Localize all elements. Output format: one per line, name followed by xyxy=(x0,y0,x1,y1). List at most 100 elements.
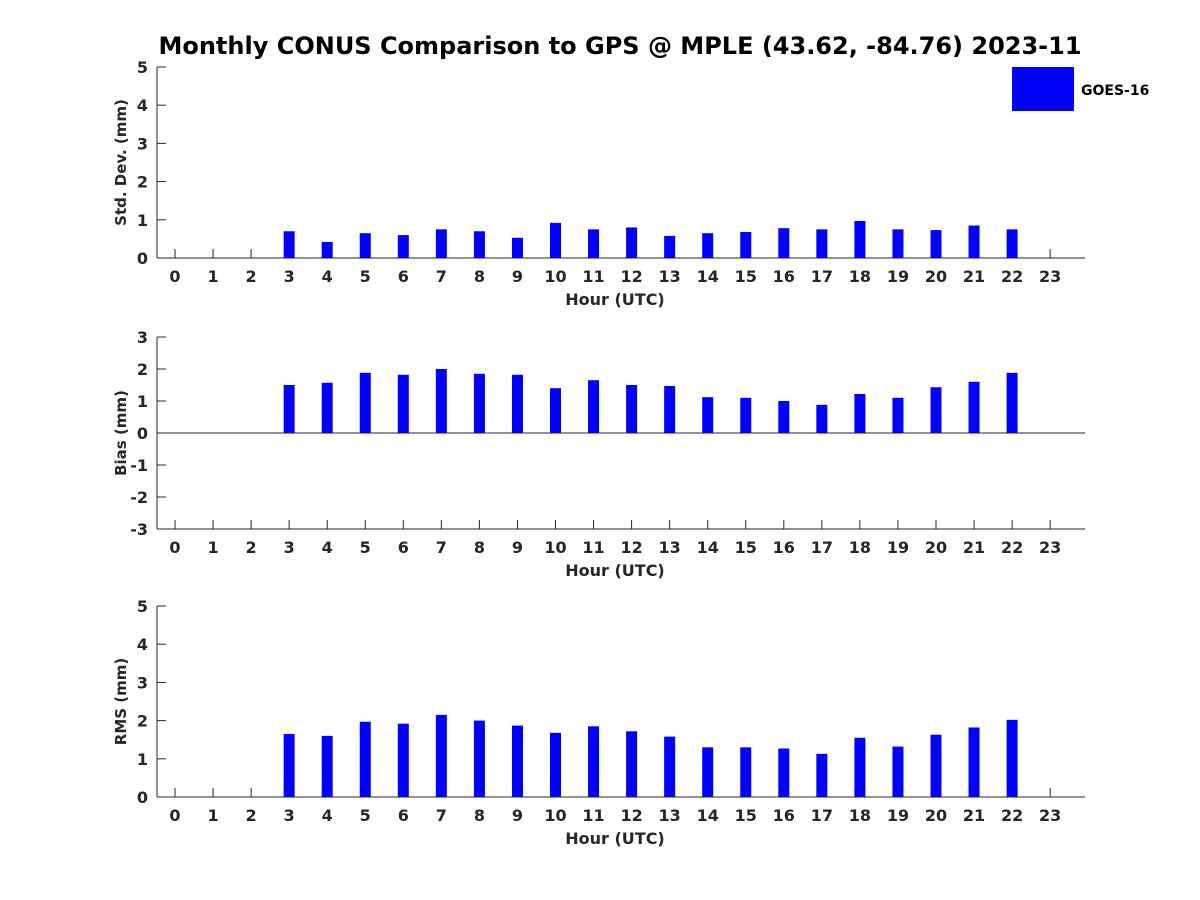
bar-hour-11 xyxy=(588,380,600,433)
x-tick-label: 9 xyxy=(512,267,523,286)
x-tick-label: 17 xyxy=(811,538,833,557)
x-tick-label: 12 xyxy=(620,267,642,286)
bar-hour-6 xyxy=(397,374,409,433)
x-tick-label: 20 xyxy=(925,267,947,286)
x-tick-label: 22 xyxy=(1001,538,1023,557)
bar-hour-3 xyxy=(283,733,295,797)
bar-hour-13 xyxy=(664,736,676,797)
x-tick-label: 1 xyxy=(207,538,218,557)
bar-hour-22 xyxy=(1006,372,1018,433)
x-tick-label: 4 xyxy=(322,538,333,557)
x-tick-label: 11 xyxy=(582,267,604,286)
legend-swatch xyxy=(1012,67,1074,111)
x-tick-label: 3 xyxy=(284,806,295,825)
x-tick-label: 19 xyxy=(887,267,909,286)
x-tick-label: 5 xyxy=(360,538,371,557)
x-tick-label: 14 xyxy=(697,806,719,825)
x-tick-label: 14 xyxy=(697,267,719,286)
x-tick-label: 21 xyxy=(963,806,985,825)
x-tick-label: 17 xyxy=(811,806,833,825)
bar-hour-15 xyxy=(740,232,752,258)
x-tick-label: 20 xyxy=(925,806,947,825)
bar-hour-10 xyxy=(550,388,561,433)
legend: GOES-16 xyxy=(1012,67,1149,111)
bar-hour-22 xyxy=(1006,229,1018,258)
bar-hour-13 xyxy=(664,235,676,258)
bar-hour-11 xyxy=(588,229,600,258)
bar-hour-18 xyxy=(854,737,866,797)
bar-hour-9 xyxy=(511,725,523,797)
x-tick-label: 8 xyxy=(474,538,485,557)
bar-hour-21 xyxy=(968,727,980,797)
y-tick-label: -1 xyxy=(130,456,148,475)
y-tick-label: 5 xyxy=(137,58,148,77)
x-tick-label: 20 xyxy=(925,538,947,557)
x-axis-label: Hour (UTC) xyxy=(565,829,665,848)
x-tick-label: 18 xyxy=(849,267,871,286)
bar-hour-6 xyxy=(397,235,409,258)
bar-hour-5 xyxy=(359,233,371,258)
x-tick-label: 7 xyxy=(436,538,447,557)
x-tick-label: 22 xyxy=(1001,267,1023,286)
y-tick-label: 0 xyxy=(137,424,148,443)
bar-hour-8 xyxy=(473,231,485,258)
bar-hour-20 xyxy=(930,230,942,258)
x-tick-label: 13 xyxy=(659,538,681,557)
x-tick-label: 11 xyxy=(582,806,604,825)
x-tick-label: 1 xyxy=(207,267,218,286)
x-tick-label: 0 xyxy=(169,267,180,286)
x-tick-label: 21 xyxy=(963,267,985,286)
x-tick-label: 2 xyxy=(246,538,257,557)
x-tick-label: 23 xyxy=(1039,267,1061,286)
x-tick-label: 4 xyxy=(322,806,333,825)
bar-hour-14 xyxy=(702,397,714,433)
x-tick-label: 23 xyxy=(1039,538,1061,557)
bar-hour-7 xyxy=(435,369,447,433)
x-tick-label: 16 xyxy=(773,806,795,825)
bar-hour-6 xyxy=(397,723,409,797)
bar-hour-15 xyxy=(740,747,752,797)
x-tick-label: 0 xyxy=(169,538,180,557)
bar-hour-10 xyxy=(550,222,561,258)
x-tick-label: 10 xyxy=(544,538,566,557)
y-tick-label: 2 xyxy=(137,712,148,731)
bar-hour-9 xyxy=(511,374,523,433)
x-tick-label: 8 xyxy=(474,267,485,286)
x-tick-label: 19 xyxy=(887,806,909,825)
x-tick-label: 21 xyxy=(963,538,985,557)
legend-label: GOES-16 xyxy=(1081,83,1149,99)
bar-hour-10 xyxy=(550,732,561,797)
x-tick-label: 13 xyxy=(659,267,681,286)
y-tick-label: 3 xyxy=(137,134,148,153)
x-tick-label: 19 xyxy=(887,538,909,557)
bar-hour-4 xyxy=(321,382,333,433)
bar-hour-4 xyxy=(321,241,333,258)
x-tick-label: 9 xyxy=(512,538,523,557)
bar-hour-14 xyxy=(702,233,714,258)
y-tick-label: 0 xyxy=(137,788,148,807)
x-tick-label: 6 xyxy=(398,538,409,557)
x-tick-label: 11 xyxy=(582,538,604,557)
bar-hour-16 xyxy=(778,401,790,433)
x-tick-label: 23 xyxy=(1039,806,1061,825)
bar-hour-15 xyxy=(740,397,752,433)
bar-hour-8 xyxy=(473,373,485,433)
bar-hour-20 xyxy=(930,387,942,433)
x-tick-label: 2 xyxy=(246,267,257,286)
x-tick-label: 5 xyxy=(360,806,371,825)
y-tick-label: 4 xyxy=(137,96,148,115)
x-tick-label: 12 xyxy=(620,806,642,825)
bar-hour-11 xyxy=(588,726,600,797)
bar-hour-19 xyxy=(892,746,904,797)
chart-title: Monthly CONUS Comparison to GPS @ MPLE (… xyxy=(158,32,1081,60)
bar-hour-3 xyxy=(283,385,295,433)
y-tick-label: 3 xyxy=(137,673,148,692)
x-tick-label: 15 xyxy=(735,806,757,825)
x-tick-label: 7 xyxy=(436,267,447,286)
x-tick-label: 18 xyxy=(849,806,871,825)
bar-hour-17 xyxy=(816,229,828,258)
bar-hour-19 xyxy=(892,229,904,258)
x-tick-label: 13 xyxy=(659,806,681,825)
